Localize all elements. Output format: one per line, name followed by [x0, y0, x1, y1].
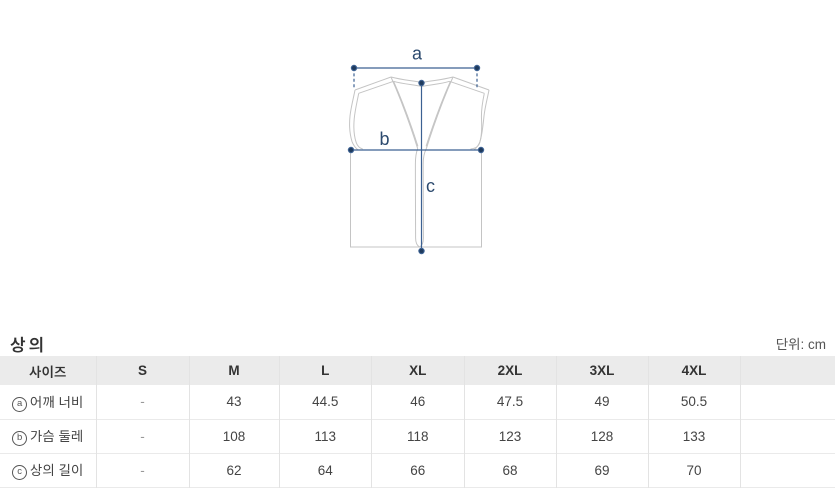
svg-text:c: c [426, 176, 435, 196]
svg-text:b: b [379, 129, 389, 149]
svg-text:a: a [412, 44, 423, 64]
